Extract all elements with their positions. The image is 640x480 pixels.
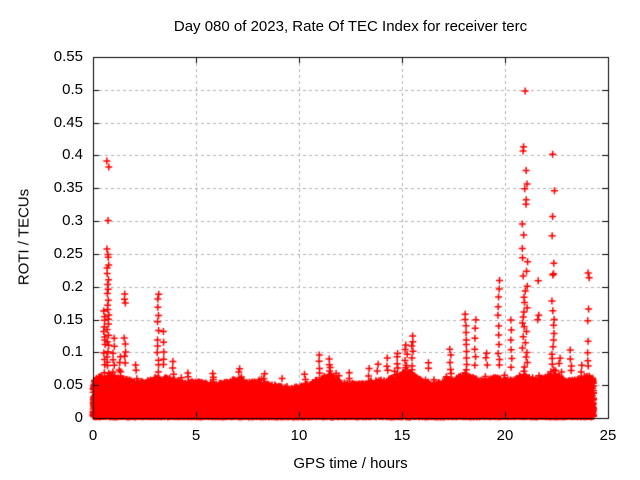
y-axis-label: ROTI / TECUs	[15, 188, 33, 286]
y-tick-label: 0.45	[53, 113, 83, 131]
x-tick-label: 20	[496, 427, 514, 444]
y-tick-label: 0.3	[62, 212, 83, 230]
x-axis-label: GPS time / hours	[293, 455, 408, 472]
x-tick-label: 15	[393, 427, 411, 444]
y-tick-label: 0	[74, 409, 83, 426]
chart-title: Day 080 of 2023, Rate Of TEC Index for r…	[173, 18, 528, 35]
y-tick-label: 0.05	[53, 376, 83, 394]
y-tick-label: 0.1	[62, 343, 83, 361]
y-tick-label: 0.35	[53, 179, 83, 197]
y-tick-label: 0.4	[62, 146, 83, 164]
y-tick-label: 0.15	[53, 310, 83, 328]
x-tick-label: 0	[88, 427, 98, 444]
y-tick-label: 0.25	[53, 244, 83, 262]
x-tick-label: 5	[191, 427, 201, 444]
y-tick-label: 0.5	[62, 80, 83, 98]
x-tick-label: 25	[599, 427, 617, 444]
x-tick-label: 10	[290, 427, 308, 444]
y-tick-label: 0.55	[53, 48, 83, 65]
y-tick-label: 0.2	[62, 277, 83, 295]
